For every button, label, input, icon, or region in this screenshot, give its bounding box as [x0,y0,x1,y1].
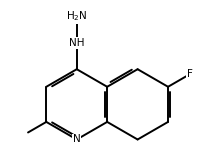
Text: F: F [187,69,193,79]
Text: N: N [73,134,81,144]
Text: H$_2$N: H$_2$N [66,10,87,23]
Text: NH: NH [69,38,85,48]
